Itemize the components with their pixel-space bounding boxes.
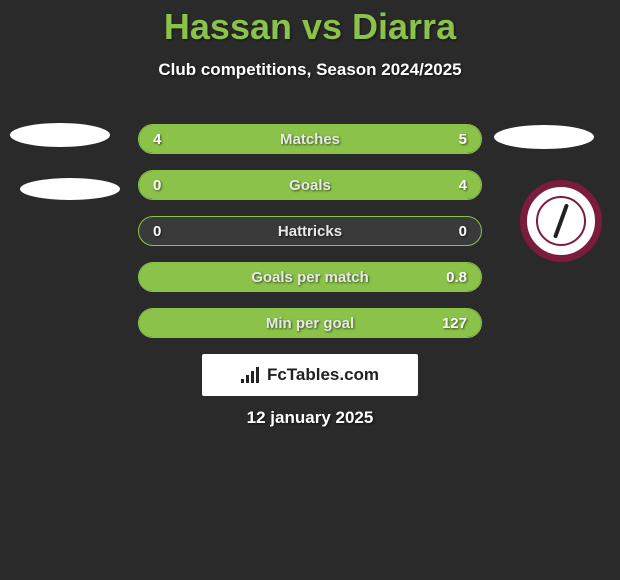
stat-row-min-per-goal: Min per goal 127: [138, 308, 482, 338]
stat-row-matches: 4 Matches 5: [138, 124, 482, 154]
date-label: 12 january 2025: [0, 408, 620, 428]
value-right: 0: [459, 217, 467, 245]
stat-row-goals: 0 Goals 4: [138, 170, 482, 200]
value-right: 127: [442, 309, 467, 337]
stat-label: Min per goal: [139, 309, 481, 337]
value-right: 0.8: [446, 263, 467, 291]
stat-label: Goals: [139, 171, 481, 199]
stat-label: Matches: [139, 125, 481, 153]
player-left-club-avatar: [20, 178, 120, 200]
player-right-avatar: [494, 125, 594, 149]
value-right: 5: [459, 125, 467, 153]
stat-row-hattricks: 0 Hattricks 0: [138, 216, 482, 246]
subtitle: Club competitions, Season 2024/2025: [0, 60, 620, 80]
club-badge-inner: [536, 196, 586, 246]
branding-badge: FcTables.com: [202, 354, 418, 396]
branding-text: FcTables.com: [267, 365, 379, 385]
player-left-avatar: [10, 123, 110, 147]
stats-panel: 4 Matches 5 0 Goals 4 0 Hattricks 0 Goal…: [138, 124, 482, 354]
value-right: 4: [459, 171, 467, 199]
player-right-club-badge: [520, 180, 602, 262]
stat-row-goals-per-match: Goals per match 0.8: [138, 262, 482, 292]
stat-label: Goals per match: [139, 263, 481, 291]
bars-icon: [241, 367, 261, 383]
page-title: Hassan vs Diarra: [0, 0, 620, 48]
stat-label: Hattricks: [139, 217, 481, 245]
